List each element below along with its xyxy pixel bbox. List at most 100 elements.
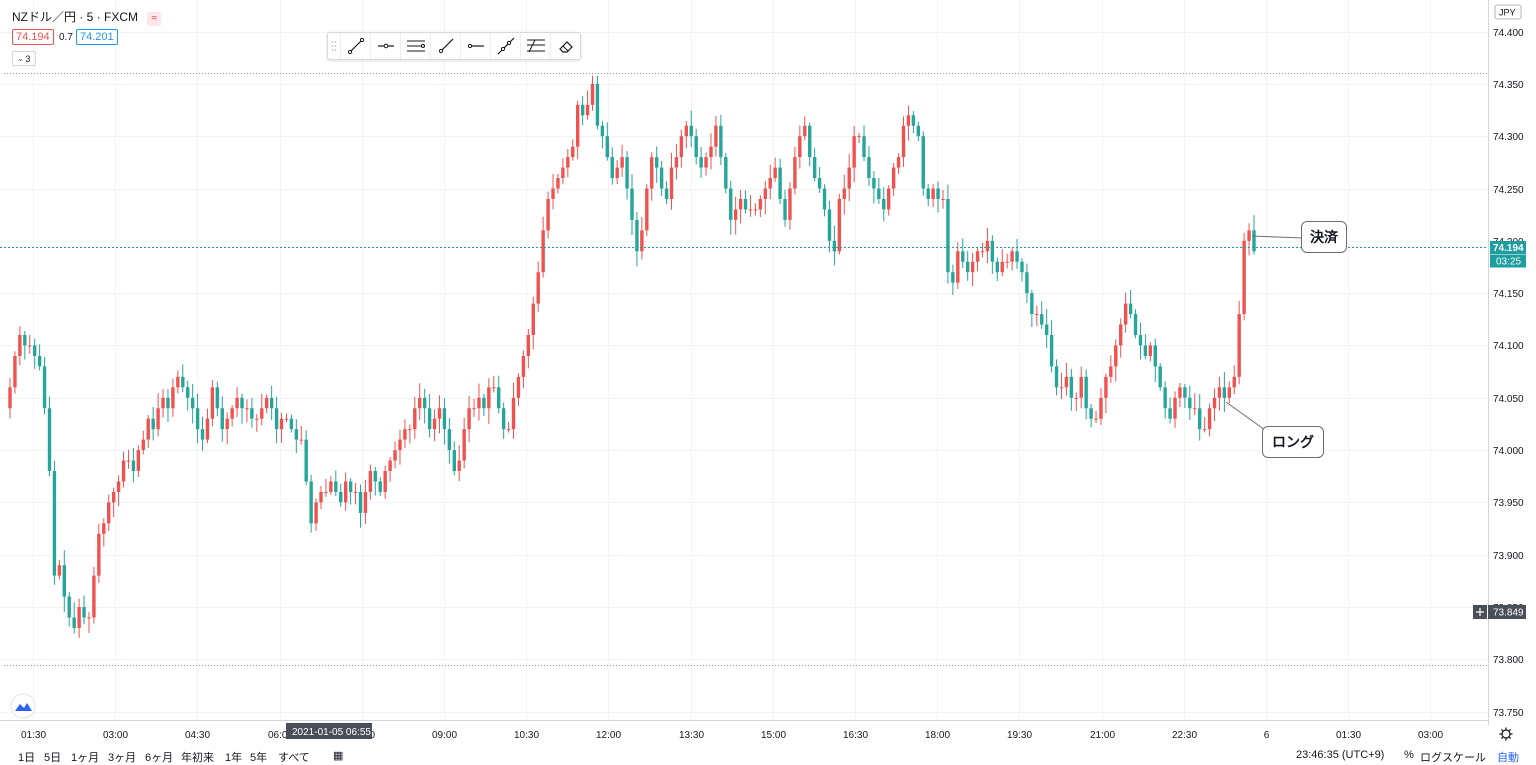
tradingview-logo[interactable] <box>10 693 36 719</box>
range-5d[interactable]: 5日 <box>44 752 62 764</box>
candle <box>18 326 22 366</box>
x-tick-label: 01:30 <box>21 730 46 741</box>
toolbar-drag-handle[interactable] <box>328 33 340 59</box>
candle <box>842 174 846 215</box>
candle <box>1247 223 1251 256</box>
candle <box>808 122 812 167</box>
candle <box>235 387 239 417</box>
candle <box>965 250 970 281</box>
candle <box>92 566 96 624</box>
candle <box>294 419 299 454</box>
range-5y[interactable]: 5年 <box>250 752 268 764</box>
candle <box>556 173 560 194</box>
candle <box>299 425 303 445</box>
chart-grid <box>0 0 1488 720</box>
candle <box>353 483 358 505</box>
percent-toggle[interactable]: % <box>1404 749 1414 761</box>
crosshair-price-label-bg <box>1488 605 1526 619</box>
candle <box>230 405 234 427</box>
candle <box>1168 397 1172 424</box>
candle <box>798 125 802 169</box>
candle <box>284 413 289 423</box>
candle <box>1069 368 1074 411</box>
candle <box>882 187 886 222</box>
candle <box>319 485 323 510</box>
ray-tool[interactable] <box>430 33 460 59</box>
candle <box>630 174 634 235</box>
y-tick-label: 74.100 <box>1493 341 1524 352</box>
bid-price-box[interactable]: 74.194 <box>12 29 54 45</box>
entry-callout[interactable]: ロング <box>1262 426 1324 458</box>
extended-line-tool[interactable] <box>490 33 520 59</box>
horizontal-segment-tool[interactable] <box>460 33 490 59</box>
range-all[interactable]: すべて <box>278 752 310 764</box>
candle <box>921 131 925 196</box>
candle <box>62 550 67 612</box>
candle <box>1000 249 1004 277</box>
eraser-tool[interactable] <box>550 33 580 59</box>
goto-date-icon[interactable]: ▦ <box>333 750 344 762</box>
indicator-toggle-button[interactable]: ⌄ 3 <box>12 51 36 66</box>
y-tick-label: 74.300 <box>1493 132 1524 143</box>
candle <box>1099 388 1103 425</box>
symbol-title[interactable]: NZドル／円 · 5 · FXCM <box>12 10 138 24</box>
range-1y[interactable]: 1年 <box>225 752 243 764</box>
fib-retracement-tool[interactable] <box>520 33 550 59</box>
candle <box>383 465 387 499</box>
candle <box>186 380 190 411</box>
candle <box>743 190 748 214</box>
range-1m[interactable]: 1ヶ月 <box>71 752 100 764</box>
candle <box>1005 253 1009 269</box>
candle <box>156 393 160 437</box>
candle <box>422 388 427 424</box>
candle <box>763 181 767 215</box>
range-ytd[interactable]: 年初来 <box>181 752 214 764</box>
y-tick-label: 74.050 <box>1493 394 1524 405</box>
candle <box>857 132 861 144</box>
y-tick-label: 73.900 <box>1493 551 1524 562</box>
candle <box>264 394 269 414</box>
candle <box>1094 410 1098 423</box>
eraser-icon <box>558 41 573 53</box>
candle <box>1158 363 1162 391</box>
trend-line-tool[interactable] <box>340 33 370 59</box>
fib-retracement-icon <box>526 39 545 53</box>
candle <box>1153 338 1157 383</box>
exit-callout[interactable]: 決済 <box>1301 221 1347 253</box>
candle <box>487 378 491 424</box>
candle <box>339 483 343 507</box>
range-6m[interactable]: 6ヶ月 <box>145 752 174 764</box>
candle <box>1059 372 1064 400</box>
candle <box>47 396 52 477</box>
candle <box>52 460 57 585</box>
plus-icon <box>1476 608 1484 616</box>
range-3m[interactable]: 3ヶ月 <box>108 752 137 764</box>
candle <box>77 598 81 639</box>
candle <box>896 153 901 174</box>
y-tick-label: 74.350 <box>1493 80 1524 91</box>
candle <box>1109 355 1113 384</box>
horizontal-ray-tool[interactable] <box>370 33 400 59</box>
candle <box>442 398 447 445</box>
candle <box>541 216 545 278</box>
parallel-channel-tool[interactable] <box>400 33 430 59</box>
ray-icon <box>438 38 453 54</box>
wave-icon[interactable]: ≈ <box>147 12 162 26</box>
ask-price-box[interactable]: 74.201 <box>76 29 118 45</box>
candle <box>289 414 294 433</box>
x-tick-label: 19:30 <box>1007 730 1032 741</box>
candle <box>1212 388 1217 421</box>
clock[interactable]: 23:46:35 (UTC+9) <box>1296 749 1385 761</box>
candle <box>1163 381 1167 419</box>
settings-icon[interactable] <box>1499 727 1513 741</box>
candle <box>1207 403 1212 437</box>
auto-scale-toggle[interactable]: 自動 <box>1497 752 1519 764</box>
candle <box>709 133 713 170</box>
candle <box>501 402 506 439</box>
candle <box>427 393 432 438</box>
log-scale-toggle[interactable]: ログスケール <box>1420 752 1486 764</box>
range-1d[interactable]: 1日 <box>18 752 36 764</box>
candle <box>699 146 703 178</box>
candle <box>585 90 590 120</box>
